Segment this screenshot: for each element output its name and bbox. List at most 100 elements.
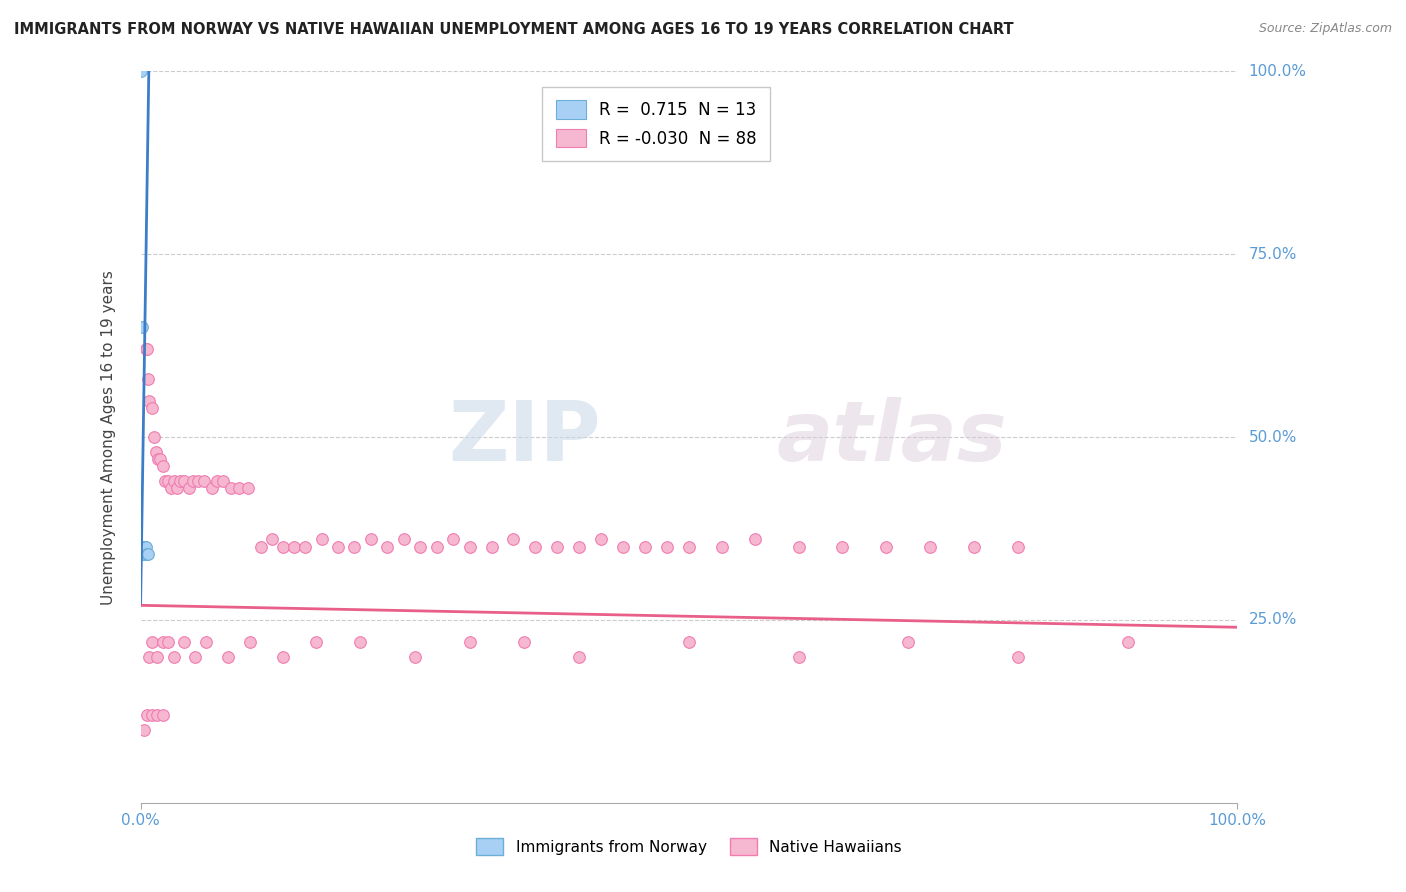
Point <box>132 547 155 561</box>
Text: 75.0%: 75.0% <box>1249 247 1296 261</box>
Point <box>146 452 169 467</box>
Point <box>678 540 700 554</box>
Point <box>135 547 157 561</box>
Point <box>207 474 229 488</box>
Point <box>146 649 169 664</box>
Point <box>149 452 172 467</box>
Point <box>131 540 153 554</box>
Point <box>181 474 204 488</box>
Point <box>305 635 328 649</box>
Point <box>162 474 184 488</box>
Text: IMMIGRANTS FROM NORWAY VS NATIVE HAWAIIAN UNEMPLOYMENT AMONG AGES 16 TO 19 YEARS: IMMIGRANTS FROM NORWAY VS NATIVE HAWAIIA… <box>14 22 1014 37</box>
Point <box>897 635 920 649</box>
Point <box>655 540 678 554</box>
Point <box>219 481 242 495</box>
Point <box>131 547 153 561</box>
Point <box>136 547 159 561</box>
Point <box>152 459 174 474</box>
Point <box>294 540 316 554</box>
Text: atlas: atlas <box>776 397 1007 477</box>
Point <box>135 540 157 554</box>
Point <box>787 540 810 554</box>
Point <box>377 540 399 554</box>
Point <box>157 474 180 488</box>
Point <box>271 649 294 664</box>
Point <box>392 533 415 547</box>
Point <box>135 343 157 357</box>
Point <box>157 635 180 649</box>
Point <box>920 540 942 554</box>
Point <box>211 474 233 488</box>
Point <box>193 474 215 488</box>
Point <box>311 533 333 547</box>
Point <box>634 540 657 554</box>
Point <box>250 540 273 554</box>
Point <box>201 481 224 495</box>
Point <box>184 649 207 664</box>
Point <box>160 481 183 495</box>
Point <box>132 547 155 561</box>
Point <box>153 474 176 488</box>
Point <box>131 64 153 78</box>
Point <box>141 401 163 415</box>
Point <box>283 540 305 554</box>
Legend: Immigrants from Norway, Native Hawaiians: Immigrants from Norway, Native Hawaiians <box>470 832 908 861</box>
Point <box>524 540 547 554</box>
Point <box>166 481 188 495</box>
Point <box>131 540 153 554</box>
Text: ZIP: ZIP <box>449 397 602 477</box>
Point <box>136 371 159 385</box>
Point <box>744 533 766 547</box>
Point <box>678 635 700 649</box>
Point <box>142 430 165 444</box>
Point <box>152 708 174 723</box>
Point <box>546 540 568 554</box>
Point <box>169 474 191 488</box>
Point <box>217 649 239 664</box>
Point <box>831 540 853 554</box>
Point <box>131 540 153 554</box>
Point <box>132 540 155 554</box>
Point <box>612 540 634 554</box>
Point <box>239 635 262 649</box>
Point <box>1007 540 1029 554</box>
Point <box>326 540 349 554</box>
Point <box>404 649 426 664</box>
Point <box>131 320 153 334</box>
Point <box>141 635 163 649</box>
Text: Source: ZipAtlas.com: Source: ZipAtlas.com <box>1258 22 1392 36</box>
Point <box>136 343 159 357</box>
Point <box>173 635 195 649</box>
Point <box>513 635 536 649</box>
Point <box>195 635 218 649</box>
Point <box>409 540 432 554</box>
Point <box>177 481 200 495</box>
Point <box>236 481 259 495</box>
Y-axis label: Unemployment Among Ages 16 to 19 years: Unemployment Among Ages 16 to 19 years <box>101 269 117 605</box>
Point <box>1007 649 1029 664</box>
Point <box>228 481 250 495</box>
Point <box>141 708 163 723</box>
Point <box>187 474 209 488</box>
Point <box>173 474 195 488</box>
Point <box>787 649 810 664</box>
Point <box>710 540 733 554</box>
Point <box>568 649 591 664</box>
Point <box>132 723 155 737</box>
Point <box>360 533 382 547</box>
Point <box>134 540 156 554</box>
Point <box>1116 635 1139 649</box>
Point <box>136 708 159 723</box>
Point <box>458 635 481 649</box>
Point <box>568 540 591 554</box>
Text: 25.0%: 25.0% <box>1249 613 1296 627</box>
Point <box>591 533 613 547</box>
Point <box>426 540 449 554</box>
Point <box>441 533 464 547</box>
Point <box>963 540 986 554</box>
Point <box>458 540 481 554</box>
Text: 100.0%: 100.0% <box>1249 64 1306 78</box>
Point <box>343 540 366 554</box>
Point <box>145 444 167 458</box>
Point <box>875 540 897 554</box>
